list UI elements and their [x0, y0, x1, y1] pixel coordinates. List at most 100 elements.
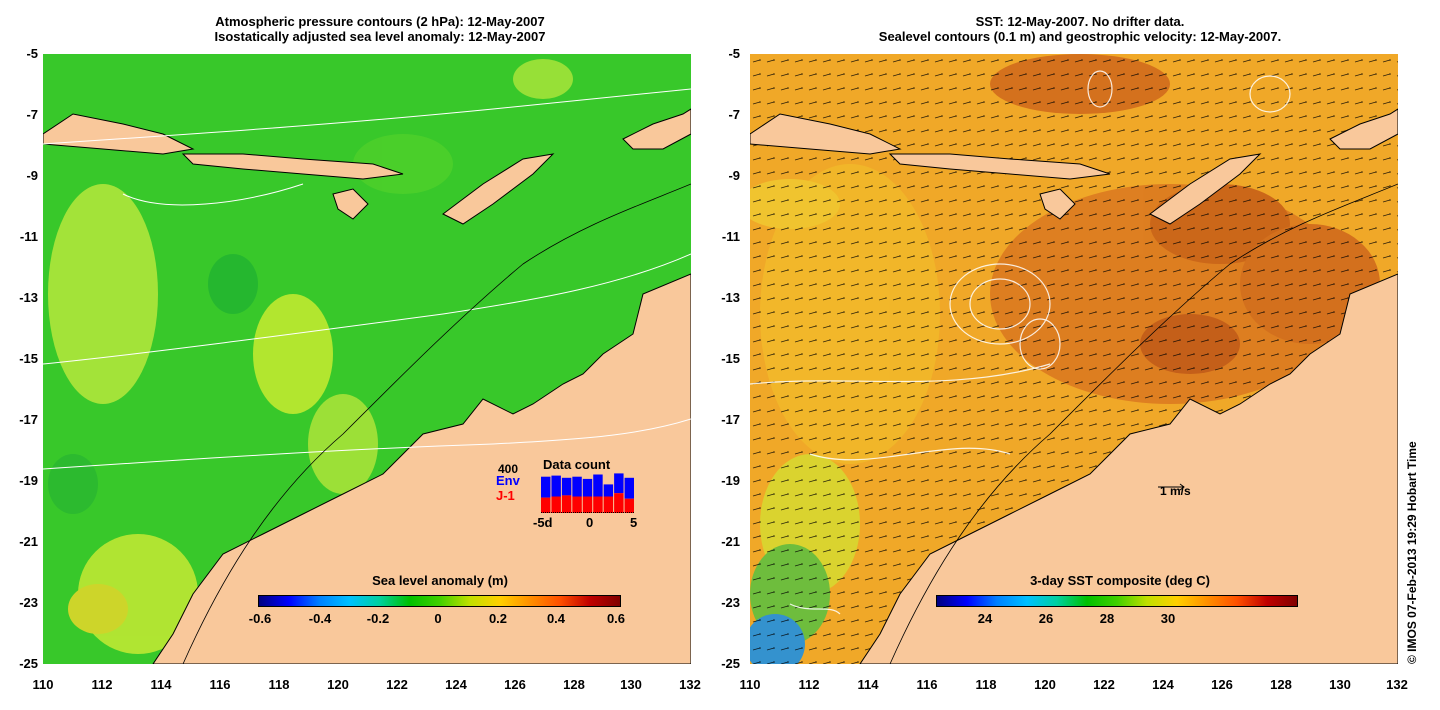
sst-colorbar-tick: 28 — [1099, 611, 1115, 626]
inset-bar-j1 — [551, 496, 561, 513]
inset-bar-j1 — [593, 496, 603, 513]
inset-bar-j1 — [561, 495, 572, 513]
right-y-tick: -17 — [721, 412, 740, 427]
left-y-tick: -21 — [19, 534, 38, 549]
copyright-label: © IMOS 07-Feb-2013 19:29 Hobart Time — [1405, 441, 1419, 664]
inset-bar-env — [603, 484, 614, 497]
sla-map-graphic — [43, 54, 691, 664]
inset-x-tick: 0 — [586, 515, 594, 530]
right-y-tick: -13 — [721, 290, 740, 305]
right-x-tick: 132 — [1386, 677, 1408, 692]
right-x-tick: 116 — [916, 677, 938, 692]
sst-colorbar-tick: 24 — [977, 611, 993, 626]
left-x-tick: 130 — [620, 677, 642, 692]
sla-colorbar-tick: -0.2 — [366, 611, 390, 626]
right-x-tick: 112 — [798, 677, 820, 692]
left-x-tick: 132 — [679, 677, 701, 692]
left-y-tick: -9 — [26, 168, 38, 183]
right-x-tick: 124 — [1152, 677, 1174, 692]
inset-bar-j1 — [541, 497, 551, 513]
left-y-tick: -23 — [19, 595, 38, 610]
sla-colorbar-tick: 0.4 — [546, 611, 566, 626]
left-x-tick: 110 — [32, 677, 54, 692]
right-x-tick: 122 — [1093, 677, 1115, 692]
left-x-tick: 116 — [209, 677, 231, 692]
inset-series-env: Env — [496, 473, 520, 488]
left-y-tick: -7 — [26, 107, 38, 122]
inset-bar-j1 — [624, 498, 634, 513]
inset-bar-env — [593, 474, 603, 497]
sea-level-anomaly-map — [43, 54, 691, 664]
right-x-tick: 114 — [857, 677, 879, 692]
right-y-tick: -7 — [728, 107, 740, 122]
inset-bar-j1 — [614, 493, 624, 513]
sst-map-graphic — [750, 54, 1398, 664]
right-y-tick: -21 — [721, 534, 740, 549]
right-x-tick: 120 — [1034, 677, 1056, 692]
left-x-tick: 118 — [268, 677, 290, 692]
velocity-arrow-icon — [1158, 483, 1185, 491]
left-x-tick: 120 — [327, 677, 349, 692]
inset-bar-j1 — [582, 496, 593, 513]
inset-series-j1: J-1 — [496, 488, 515, 503]
left-x-tick: 112 — [91, 677, 113, 692]
inset-bar-env — [582, 478, 593, 497]
right-y-tick: -9 — [728, 168, 740, 183]
left-y-tick: -15 — [19, 351, 38, 366]
right-y-tick: -11 — [721, 229, 740, 244]
left-x-tick: 126 — [504, 677, 526, 692]
inset-bar-j1 — [603, 496, 614, 513]
left-y-tick: -5 — [26, 46, 38, 61]
velocity-scale: 1 m/s — [1158, 478, 1191, 498]
sst-colorbar-tick: 30 — [1160, 611, 1176, 626]
left-y-tick: -19 — [19, 473, 38, 488]
left-x-tick: 128 — [563, 677, 585, 692]
left-y-tick: -17 — [19, 412, 38, 427]
inset-x-tick: -5d — [533, 515, 553, 530]
right-y-tick: -5 — [728, 46, 740, 61]
right-y-tick: -23 — [721, 595, 740, 610]
sla-colorbar-tick: 0 — [434, 611, 442, 626]
left-y-tick: -25 — [19, 656, 38, 671]
right-title-line1: SST: 12-May-2007. No drifter data. — [975, 14, 1185, 29]
inset-max-label: 400 — [498, 462, 519, 476]
sst-map — [750, 54, 1398, 664]
right-y-tick: -19 — [721, 473, 740, 488]
left-y-tick: -11 — [19, 229, 38, 244]
inset-bar-env — [561, 477, 572, 496]
sst-colorbar-tick: 26 — [1038, 611, 1054, 626]
right-x-tick: 130 — [1329, 677, 1351, 692]
inset-bar-env — [572, 476, 582, 497]
right-x-tick: 128 — [1270, 677, 1292, 692]
left-x-tick: 124 — [445, 677, 467, 692]
sla-colorbar-tick: -0.6 — [248, 611, 272, 626]
left-x-tick: 122 — [386, 677, 408, 692]
sst-colorbar — [936, 595, 1298, 607]
right-x-tick: 118 — [975, 677, 997, 692]
right-x-tick: 126 — [1211, 677, 1233, 692]
inset-x-tick: 5 — [630, 515, 638, 530]
right-y-tick: -25 — [721, 656, 740, 671]
sla-colorbar-title: Sea level anomaly (m) — [372, 573, 508, 588]
inset-bar-chart — [541, 473, 635, 513]
inset-bar-env — [541, 476, 551, 498]
inset-bar-env — [614, 473, 624, 494]
left-title-line2: Isostatically adjusted sea level anomaly… — [214, 29, 546, 44]
inset-title: Data count — [543, 457, 611, 472]
inset-bar-env — [624, 477, 634, 499]
sla-colorbar-tick: -0.4 — [308, 611, 332, 626]
left-x-tick: 114 — [150, 677, 172, 692]
left-y-tick: -13 — [19, 290, 38, 305]
sla-colorbar-tick: 0.2 — [488, 611, 508, 626]
right-title-line2: Sealevel contours (0.1 m) and geostrophi… — [878, 29, 1282, 44]
left-title-line1: Atmospheric pressure contours (2 hPa): 1… — [215, 14, 545, 29]
inset-bar-j1 — [572, 496, 582, 513]
right-x-tick: 110 — [739, 677, 761, 692]
sst-colorbar-title: 3-day SST composite (deg C) — [1030, 573, 1210, 588]
inset-bar-env — [551, 475, 561, 497]
right-y-tick: -15 — [721, 351, 740, 366]
sla-colorbar — [258, 595, 621, 607]
right-title: SST: 12-May-2007. No drifter data. Seale… — [800, 14, 1360, 44]
left-title: Atmospheric pressure contours (2 hPa): 1… — [120, 14, 640, 44]
sla-colorbar-tick: 0.6 — [606, 611, 626, 626]
